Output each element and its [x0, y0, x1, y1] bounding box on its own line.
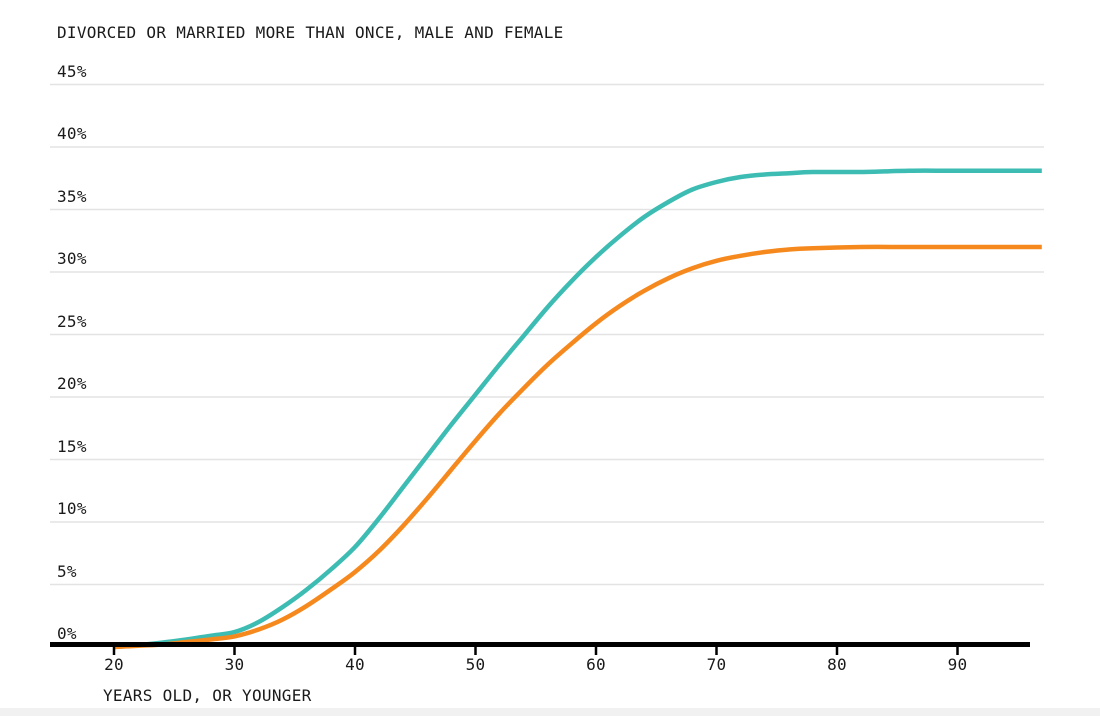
- x-tick-label-50: 50: [465, 655, 486, 674]
- y-tick-label-10%: 10%: [57, 499, 87, 518]
- x-tick-label-80: 80: [827, 655, 847, 674]
- y-tick-label-5%: 5%: [57, 561, 77, 581]
- y-tick-label-20%: 20%: [57, 374, 87, 393]
- orange-line: [113, 244, 1042, 650]
- x-tick-label-30: 30: [224, 655, 245, 674]
- y-tick-label-40%: 40%: [57, 124, 87, 143]
- x-tick-label-40: 40: [345, 655, 365, 674]
- y-tick-label-30%: 30%: [57, 249, 87, 268]
- bottom-edge-strip: [0, 708, 1100, 716]
- y-tick-label-25%: 25%: [57, 311, 87, 331]
- x-axis-title: YEARS OLD, OR YOUNGER: [103, 686, 312, 705]
- y-tick-label-35%: 35%: [57, 186, 87, 206]
- x-tick-label-90: 90: [947, 655, 968, 674]
- x-tick-label-60: 60: [586, 655, 606, 674]
- y-tick-label-45%: 45%: [57, 61, 87, 81]
- teal-line: [113, 168, 1042, 650]
- chart-title: DIVORCED OR MARRIED MORE THAN ONCE, MALE…: [57, 23, 564, 42]
- x-tick-label-20: 20: [104, 655, 124, 674]
- y-tick-label-0%: 0%: [57, 624, 77, 643]
- y-tick-label-15%: 15%: [57, 436, 87, 456]
- x-tick-label-70: 70: [706, 655, 727, 674]
